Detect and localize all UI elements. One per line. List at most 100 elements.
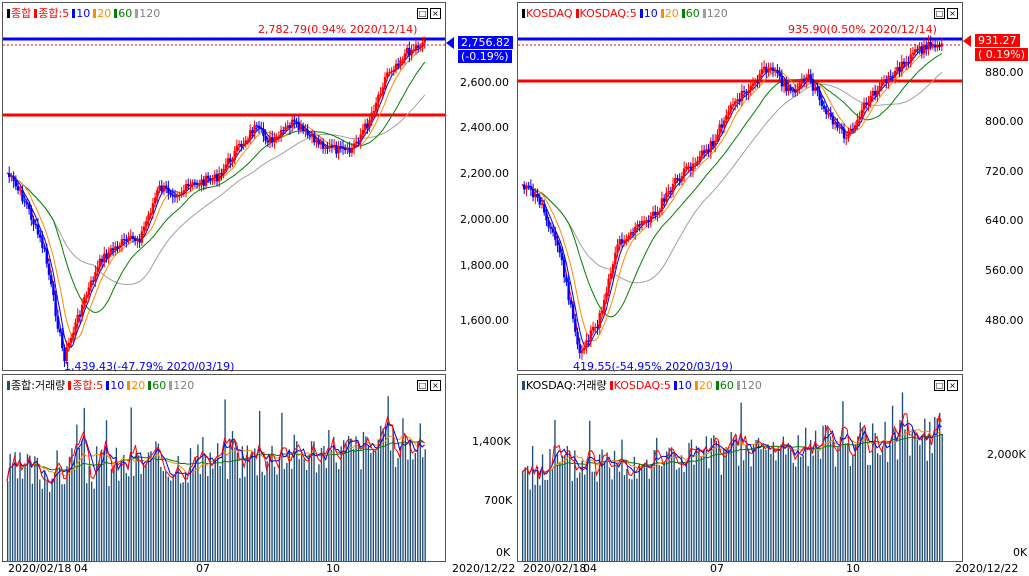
volume-bar bbox=[638, 464, 641, 561]
candle-body bbox=[554, 232, 557, 240]
volume-bar bbox=[849, 466, 852, 561]
volume-bar bbox=[278, 461, 281, 561]
legend-item[interactable]: 60 bbox=[681, 7, 700, 20]
legend-item[interactable]: 종합:5 bbox=[68, 379, 103, 392]
candle-body bbox=[711, 141, 715, 147]
close-icon[interactable]: × bbox=[430, 380, 441, 391]
legend-item[interactable]: 종합:5 bbox=[34, 7, 69, 20]
legend-color-swatch bbox=[609, 381, 613, 390]
legend-item[interactable]: 20 bbox=[93, 7, 111, 20]
kospi-volume-legend[interactable]: 종합:거래량 종합:5 10 20 60 120 bbox=[7, 379, 197, 392]
pane-window-controls[interactable]: □ × bbox=[932, 378, 958, 391]
volume-bar bbox=[824, 424, 827, 561]
kospi-price-pane[interactable]: 종합 종합:5 10 20 60 120 □ × 2,782.79(0.94% 2020/1… bbox=[2, 2, 446, 373]
volume-bar bbox=[814, 430, 817, 561]
candle-body bbox=[905, 61, 908, 65]
pane-window-controls[interactable]: □ × bbox=[415, 6, 441, 19]
candle-body bbox=[714, 140, 717, 147]
kospi-volume-axis[interactable]: 1,400K 700K 0K bbox=[446, 374, 512, 562]
close-icon[interactable]: × bbox=[430, 8, 441, 19]
legend-item[interactable]: 20 bbox=[127, 379, 145, 392]
kospi-price-plot[interactable] bbox=[3, 3, 445, 370]
candle-body bbox=[778, 73, 781, 77]
kosdaq-price-axis[interactable]: 880.00 800.00 720.00 640.00 560.00 480.0… bbox=[963, 2, 1029, 371]
maximize-icon[interactable]: □ bbox=[934, 8, 945, 19]
pane-window-controls[interactable]: □ × bbox=[932, 6, 958, 19]
candle-body bbox=[527, 185, 530, 187]
candle-body bbox=[273, 136, 276, 143]
candle-body bbox=[313, 133, 316, 143]
legend-item[interactable]: 60 bbox=[715, 379, 734, 392]
volume-bar bbox=[693, 464, 695, 561]
volume-bar bbox=[737, 465, 740, 561]
legend-item[interactable]: 종합 bbox=[7, 7, 31, 20]
volume-bar bbox=[683, 471, 685, 561]
candle-body bbox=[394, 63, 398, 70]
candle-body bbox=[47, 263, 51, 276]
candle-body bbox=[705, 149, 708, 153]
close-icon[interactable]: × bbox=[947, 380, 958, 391]
kosdaq-price-plot[interactable] bbox=[518, 3, 962, 370]
legend-item[interactable]: 10 bbox=[72, 7, 90, 20]
volume-bar bbox=[673, 453, 675, 561]
x-tick-label: 07 bbox=[196, 562, 210, 575]
candle-body bbox=[271, 137, 274, 143]
candle-body bbox=[585, 340, 588, 348]
volume-bar bbox=[103, 452, 105, 561]
candle-body bbox=[118, 245, 121, 249]
volume-bar bbox=[229, 439, 231, 561]
pane-window-controls[interactable]: □ × bbox=[415, 378, 441, 391]
candle-body bbox=[576, 331, 579, 345]
legend-item[interactable]: 120 bbox=[169, 379, 194, 392]
kospi-volume-plot[interactable] bbox=[3, 375, 445, 561]
volume-bar bbox=[832, 440, 834, 561]
kospi-price-axis[interactable]: 2,600.00 2,400.00 2,200.00 2,000.00 1,80… bbox=[446, 2, 513, 371]
maximize-icon[interactable]: □ bbox=[934, 380, 945, 391]
candle-body bbox=[600, 310, 604, 313]
volume-bar bbox=[345, 443, 347, 561]
candle-body bbox=[153, 197, 157, 204]
legend-item[interactable]: 20 bbox=[694, 379, 713, 392]
kosdaq-volume-pane[interactable]: KOSDAQ:거래량 KOSDAQ:5 10 20 60 120 □ × bbox=[517, 374, 963, 562]
volume-bar bbox=[330, 449, 333, 561]
maximize-icon[interactable]: □ bbox=[417, 8, 428, 19]
volume-bar bbox=[187, 482, 189, 561]
volume-bar bbox=[305, 470, 308, 561]
volume-bar bbox=[212, 468, 214, 561]
legend-item[interactable]: 60 bbox=[114, 7, 132, 20]
candle-body bbox=[242, 143, 245, 147]
volume-bar bbox=[113, 465, 115, 561]
candle-body bbox=[63, 347, 66, 362]
kospi-volume-pane[interactable]: 종합:거래량 종합:5 10 20 60 120 □ × bbox=[2, 374, 446, 562]
volume-bar bbox=[414, 453, 417, 561]
kosdaq-price-legend[interactable]: KOSDAQ KOSDAQ:5 10 20 60 120 bbox=[522, 7, 731, 20]
candle-body bbox=[401, 59, 404, 61]
legend-item[interactable]: 60 bbox=[148, 379, 166, 392]
volume-bar bbox=[742, 460, 745, 561]
candle-body bbox=[902, 61, 906, 65]
volume-bar bbox=[762, 446, 765, 561]
legend-item[interactable]: 20 bbox=[660, 7, 679, 20]
kosdaq-volume-axis[interactable]: 2,000K 0K bbox=[963, 374, 1029, 562]
legend-item[interactable]: KOSDAQ:5 bbox=[609, 379, 671, 392]
legend-item[interactable]: 종합:거래량 bbox=[7, 379, 65, 392]
kosdaq-price-pane[interactable]: KOSDAQ KOSDAQ:5 10 20 60 120 □ × 935.90(0.50% … bbox=[517, 2, 963, 373]
kosdaq-volume-legend[interactable]: KOSDAQ:거래량 KOSDAQ:5 10 20 60 120 bbox=[522, 379, 765, 392]
volume-bar bbox=[365, 436, 367, 561]
legend-item[interactable]: KOSDAQ:거래량 bbox=[522, 379, 607, 392]
legend-item[interactable]: 10 bbox=[639, 7, 658, 20]
kosdaq-volume-plot[interactable] bbox=[518, 375, 962, 561]
candle-body bbox=[816, 87, 819, 91]
maximize-icon[interactable]: □ bbox=[417, 380, 428, 391]
legend-item[interactable]: KOSDAQ:5 bbox=[575, 7, 637, 20]
legend-item[interactable]: 120 bbox=[702, 7, 728, 20]
legend-item[interactable]: 10 bbox=[106, 379, 124, 392]
volume-bar bbox=[142, 464, 145, 561]
legend-item[interactable]: 120 bbox=[736, 379, 762, 392]
legend-item[interactable]: 10 bbox=[673, 379, 692, 392]
candle-body bbox=[614, 252, 617, 265]
legend-item[interactable]: 120 bbox=[135, 7, 160, 20]
legend-item[interactable]: KOSDAQ bbox=[522, 7, 573, 20]
close-icon[interactable]: × bbox=[947, 8, 958, 19]
kospi-price-legend[interactable]: 종합 종합:5 10 20 60 120 bbox=[7, 7, 163, 20]
